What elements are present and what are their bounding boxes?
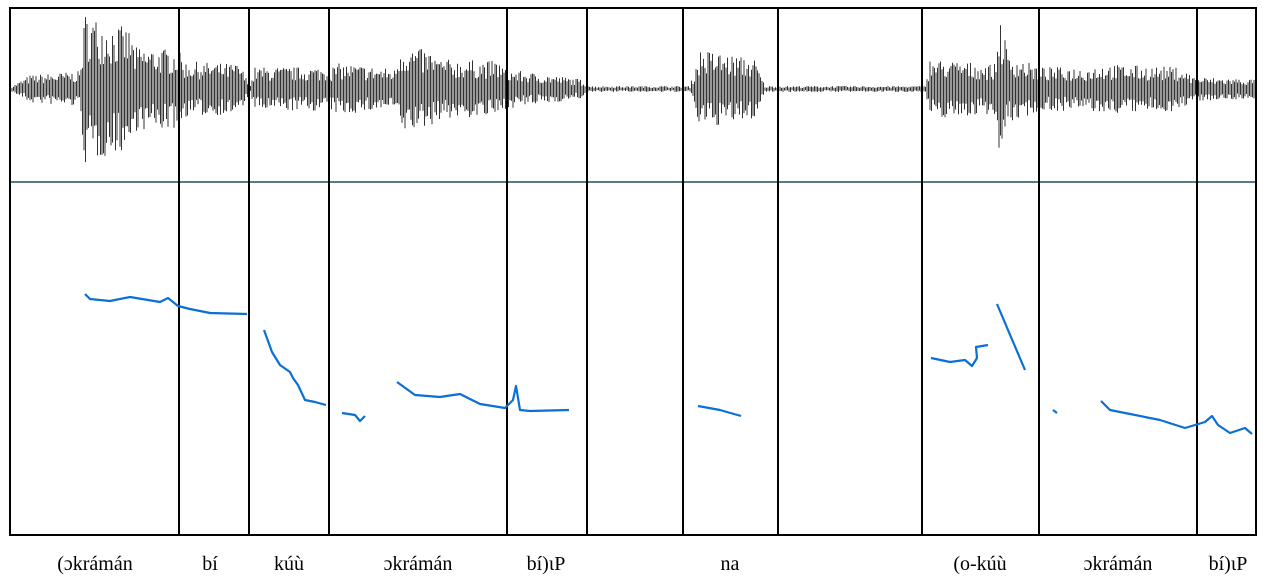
word-label: (o-kúù xyxy=(953,553,1006,575)
pitch-segment xyxy=(341,411,366,423)
pitch-segment xyxy=(262,329,327,407)
word-label: (ɔkrámán xyxy=(57,553,133,575)
word-label: kúù xyxy=(274,553,304,575)
boundaries xyxy=(178,9,1198,535)
pitch-segment xyxy=(1100,400,1253,435)
pitch-segment xyxy=(995,303,1027,371)
pitch-segment xyxy=(930,343,989,368)
pitch-segment xyxy=(1052,409,1058,414)
pitch-segment xyxy=(396,381,570,413)
waveform xyxy=(11,17,1255,163)
pitch-contour xyxy=(84,293,1253,435)
word-labels: (ɔkrámán bí kúù ɔkrámán bí)ιP na (o-kúù … xyxy=(57,553,1247,575)
word-label: ɔkrámán xyxy=(1084,553,1153,575)
word-label: bí)ιP xyxy=(527,553,566,575)
word-label: bí xyxy=(202,553,218,575)
pitch-segment xyxy=(697,404,742,418)
word-label: na xyxy=(721,553,740,575)
pitch-segment xyxy=(84,293,248,316)
word-label: ɔkrámán xyxy=(384,553,453,575)
word-label: bí)ιP xyxy=(1209,553,1248,575)
